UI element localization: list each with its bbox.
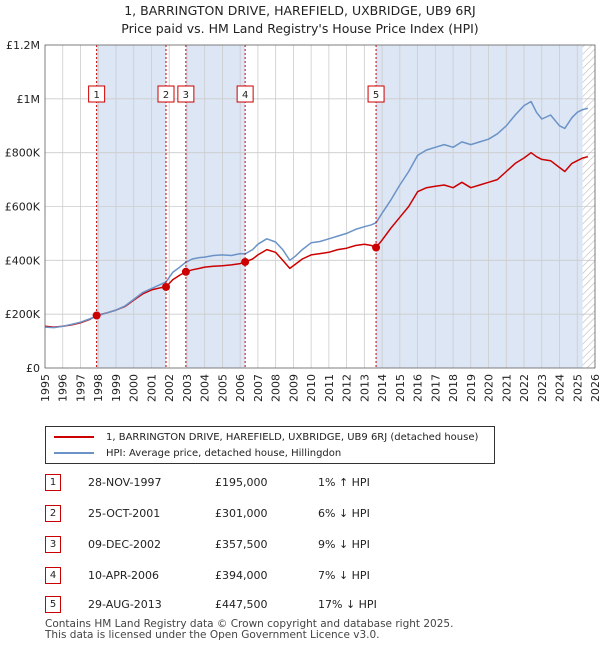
x-tick-label: 2000 — [128, 374, 141, 402]
x-tick-label: 2019 — [465, 374, 478, 402]
property-price-line — [44, 151, 589, 328]
x-tick-label: 2014 — [376, 374, 389, 402]
legend-hpi-swatch — [54, 452, 94, 454]
x-tick-label: 2026 — [589, 374, 600, 402]
sale-number-box — [177, 85, 195, 103]
x-tick-label: 1995 — [39, 374, 52, 402]
transaction-hpi-diff: 17% ↓ HPI — [318, 598, 377, 611]
x-tick-label: 2023 — [536, 374, 549, 402]
transaction-badge: 1 — [45, 474, 61, 491]
transaction-badge: 5 — [45, 596, 61, 613]
x-tick-label: 2011 — [323, 374, 336, 402]
transaction-price: £301,000 — [215, 507, 268, 520]
sale-point — [162, 282, 170, 291]
x-tick-label: 2006 — [234, 374, 247, 402]
y-tick-label: £400K — [5, 254, 41, 267]
transaction-hpi-diff: 9% ↓ HPI — [318, 538, 370, 551]
x-tick-label: 2007 — [252, 374, 265, 402]
footer: Contains HM Land Registry data © Crown c… — [45, 619, 453, 641]
transaction-price: £195,000 — [215, 476, 268, 489]
plot-frame — [44, 44, 596, 369]
transaction-date: 29-AUG-2013 — [88, 598, 162, 611]
sale-number-box — [157, 85, 175, 103]
hpi-line — [44, 100, 589, 329]
x-tick-label: 2013 — [358, 374, 371, 402]
chart-title-line2: Price paid vs. HM Land Registry's House … — [121, 21, 479, 36]
y-tick-label: £800K — [5, 147, 41, 160]
transaction-badge: 3 — [45, 536, 61, 553]
chart-title: 1, BARRINGTON DRIVE, HAREFIELD, UXBRIDGE… — [0, 2, 600, 38]
transaction-badge: 4 — [45, 567, 61, 584]
sale-point — [372, 243, 381, 252]
transaction-price: £394,000 — [215, 569, 268, 582]
sale-number-box — [88, 85, 106, 103]
transaction-price: £357,500 — [215, 538, 268, 551]
transaction-price: £447,500 — [215, 598, 268, 611]
x-tick-label: 1999 — [110, 374, 123, 402]
x-tick-label: 2024 — [554, 374, 567, 402]
x-tick-label: 2020 — [483, 374, 496, 402]
transaction-hpi-diff: 1% ↑ HPI — [318, 476, 370, 489]
transaction-date: 25-OCT-2001 — [88, 507, 161, 520]
x-tick-label: 2015 — [394, 374, 407, 402]
legend-property-label: 1, BARRINGTON DRIVE, HAREFIELD, UXBRIDGE… — [106, 431, 479, 443]
legend-hpi: HPI: Average price, detached house, Hill… — [54, 445, 341, 461]
forecast-hatch-region — [582, 45, 595, 368]
sale-number-box — [236, 85, 254, 103]
y-tick-label: £200K — [5, 308, 41, 321]
x-tick-label: 1998 — [92, 374, 105, 402]
x-tick-label: 2009 — [287, 374, 300, 402]
y-tick-label: £1M — [17, 93, 41, 106]
y-tick-label: £600K — [5, 201, 41, 214]
x-tick-label: 2022 — [518, 374, 531, 402]
footer-copyright: Contains HM Land Registry data © Crown c… — [45, 618, 454, 630]
y-tick-label: £0 — [26, 362, 40, 375]
sale-point — [92, 311, 101, 320]
transaction-date: 09-DEC-2002 — [88, 538, 162, 551]
legend: 1, BARRINGTON DRIVE, HAREFIELD, UXBRIDGE… — [45, 426, 495, 464]
x-tick-label: 2016 — [412, 374, 425, 402]
x-tick-label: 2021 — [500, 374, 513, 402]
sale-number-box — [367, 85, 385, 103]
x-tick-label: 2018 — [447, 374, 460, 402]
legend-property-swatch — [54, 436, 94, 438]
x-tick-label: 2005 — [216, 374, 229, 402]
x-tick-label: 2004 — [199, 374, 212, 402]
sale-number-label: 5 — [373, 90, 379, 101]
transaction-date: 28-NOV-1997 — [88, 476, 162, 489]
sale-number-label: 3 — [183, 90, 189, 101]
x-tick-label: 2008 — [270, 374, 283, 402]
x-tick-label: 2025 — [571, 374, 584, 402]
transaction-badge: 2 — [45, 505, 61, 522]
x-tick-label: 2010 — [305, 374, 318, 402]
sale-point — [241, 257, 250, 266]
x-tick-label: 2002 — [163, 374, 176, 402]
x-tick-label: 1996 — [57, 374, 70, 402]
price-chart: £0 £200K £400K £600K £800K £1M £1.2M 1995 1996 19… — [5, 39, 600, 402]
legend-property: 1, BARRINGTON DRIVE, HAREFIELD, UXBRIDGE… — [54, 429, 478, 445]
x-tick-label: 1997 — [74, 374, 87, 402]
x-tick-label: 2012 — [341, 374, 354, 402]
transaction-hpi-diff: 7% ↓ HPI — [318, 569, 370, 582]
sale-number-label: 1 — [93, 90, 99, 101]
sale-number-label: 2 — [163, 90, 169, 101]
x-tick-label: 2003 — [181, 374, 194, 402]
legend-hpi-label: HPI: Average price, detached house, Hill… — [106, 447, 342, 459]
footer-licence: This data is licensed under the Open Gov… — [45, 629, 380, 641]
x-tick-label: 2001 — [145, 374, 158, 402]
sale-point — [181, 267, 190, 276]
transaction-date: 10-APR-2006 — [88, 569, 160, 582]
chart-title-line1: 1, BARRINGTON DRIVE, HAREFIELD, UXBRIDGE… — [124, 3, 476, 18]
transaction-hpi-diff: 6% ↓ HPI — [318, 507, 370, 520]
sale-number-label: 4 — [242, 90, 248, 101]
x-tick-label: 2017 — [429, 374, 442, 402]
y-tick-label: £1.2M — [6, 39, 40, 52]
